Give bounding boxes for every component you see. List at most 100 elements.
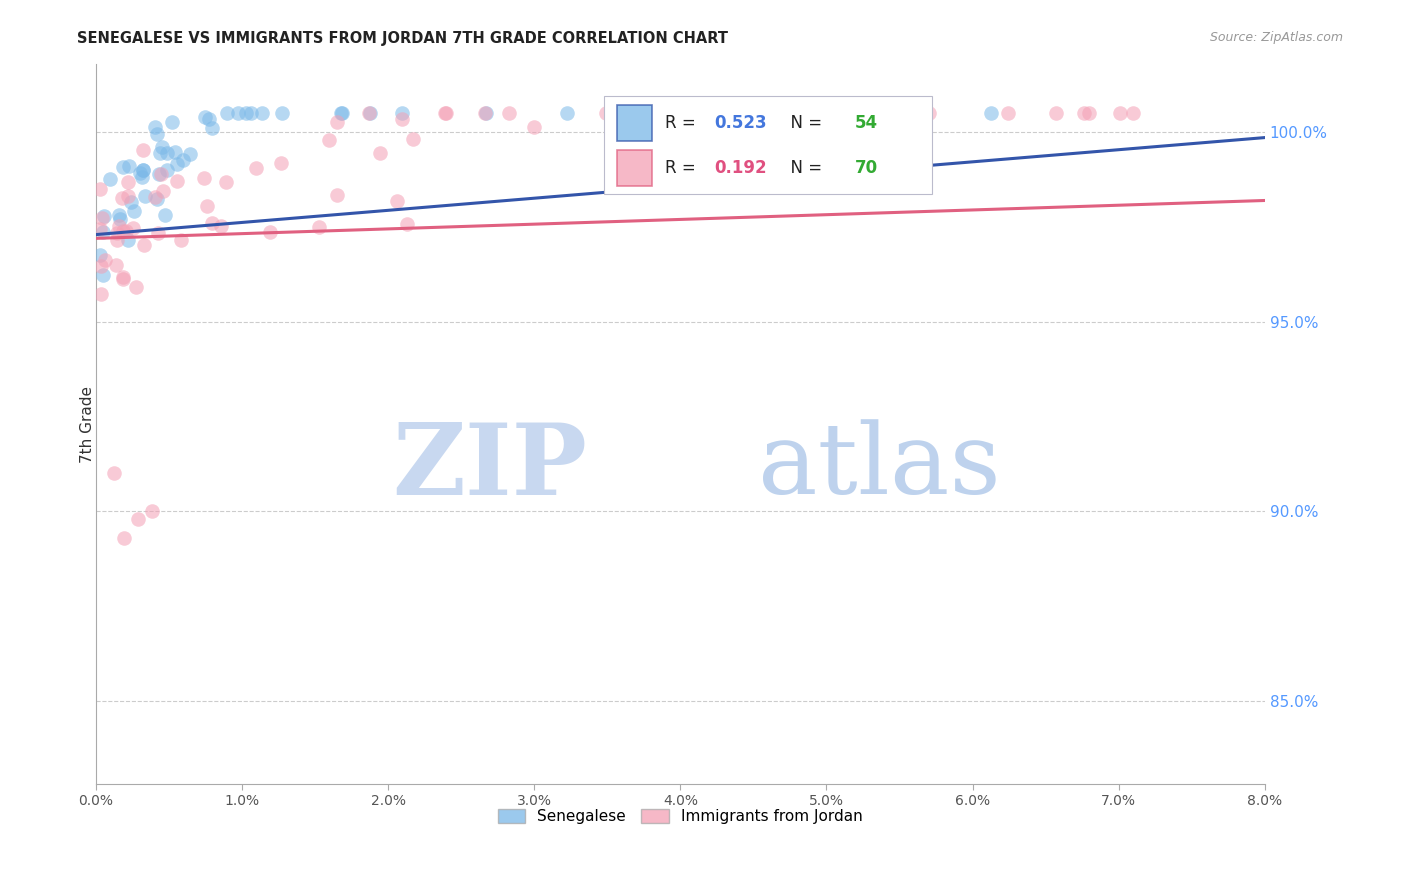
Point	[156, 146, 179, 161]
Point	[160, 115, 183, 129]
Point	[129, 166, 152, 180]
Point	[112, 531, 135, 545]
Text: N =: N =	[780, 114, 827, 132]
Text: R =: R =	[665, 159, 702, 177]
Point	[201, 120, 224, 135]
Point	[193, 170, 215, 185]
Point	[195, 198, 218, 212]
Point	[308, 220, 330, 235]
Point	[143, 190, 166, 204]
Point	[89, 248, 111, 262]
Point	[104, 258, 127, 272]
Point	[271, 106, 294, 120]
Point	[110, 211, 132, 226]
Point	[111, 224, 134, 238]
Point	[93, 209, 115, 223]
Point	[226, 106, 249, 120]
Point	[1073, 106, 1095, 120]
Point	[148, 167, 170, 181]
Point	[89, 222, 111, 236]
Point	[883, 106, 905, 120]
Point	[245, 161, 267, 175]
Point	[166, 157, 188, 171]
Point	[434, 106, 457, 120]
Point	[1109, 106, 1132, 120]
Point	[498, 106, 520, 120]
Point	[150, 140, 173, 154]
Point	[1122, 106, 1144, 120]
Point	[143, 120, 166, 134]
Point	[152, 185, 174, 199]
Point	[108, 219, 131, 233]
Point	[146, 127, 169, 141]
Point	[170, 233, 193, 247]
Point	[118, 160, 141, 174]
Point	[150, 167, 173, 181]
Text: N =: N =	[780, 159, 827, 177]
Point	[239, 106, 262, 120]
Point	[111, 160, 134, 174]
Legend: Senegalese, Immigrants from Jordan: Senegalese, Immigrants from Jordan	[492, 803, 869, 830]
Text: SENEGALESE VS IMMIGRANTS FROM JORDAN 7TH GRADE CORRELATION CHART: SENEGALESE VS IMMIGRANTS FROM JORDAN 7TH…	[77, 31, 728, 46]
Point	[93, 225, 115, 239]
Point	[368, 145, 391, 160]
Point	[105, 226, 128, 240]
Point	[124, 204, 146, 219]
Point	[713, 108, 735, 122]
Point	[318, 133, 340, 147]
Text: 70: 70	[855, 159, 877, 177]
Point	[595, 106, 617, 120]
Point	[917, 106, 939, 120]
Point	[132, 162, 155, 177]
Point	[90, 286, 112, 301]
Point	[624, 106, 647, 120]
Point	[146, 192, 169, 206]
Point	[391, 106, 413, 120]
Point	[149, 145, 172, 160]
Point	[105, 233, 128, 247]
Point	[697, 106, 720, 120]
Y-axis label: 7th Grade: 7th Grade	[80, 385, 96, 463]
Text: R =: R =	[665, 114, 702, 132]
Point	[1078, 106, 1101, 120]
Point	[91, 268, 114, 282]
Point	[132, 163, 155, 178]
Point	[156, 162, 179, 177]
Point	[745, 106, 768, 120]
FancyBboxPatch shape	[617, 105, 652, 141]
Point	[396, 217, 419, 231]
Point	[100, 172, 122, 186]
Point	[146, 226, 169, 240]
Point	[474, 106, 496, 120]
Text: 0.192: 0.192	[714, 159, 766, 177]
Point	[330, 106, 353, 120]
Point	[134, 189, 156, 203]
Text: Source: ZipAtlas.com: Source: ZipAtlas.com	[1209, 31, 1343, 45]
Point	[385, 194, 408, 208]
Point	[1045, 106, 1067, 120]
Point	[201, 216, 224, 230]
Point	[357, 106, 380, 120]
Point	[555, 106, 578, 120]
Point	[217, 106, 239, 120]
Point	[866, 106, 889, 120]
Point	[401, 132, 423, 146]
Point	[103, 467, 125, 481]
Point	[209, 219, 232, 233]
Point	[94, 253, 117, 268]
Point	[235, 106, 257, 120]
Point	[121, 220, 143, 235]
Point	[153, 208, 176, 222]
Point	[523, 120, 546, 135]
Point	[692, 106, 714, 120]
Point	[120, 194, 142, 209]
Point	[870, 106, 893, 120]
Point	[259, 225, 281, 239]
Point	[172, 153, 194, 167]
Point	[111, 191, 134, 205]
Point	[163, 145, 186, 160]
Point	[117, 233, 139, 247]
Point	[330, 106, 353, 120]
Point	[391, 112, 413, 126]
Point	[215, 175, 238, 189]
